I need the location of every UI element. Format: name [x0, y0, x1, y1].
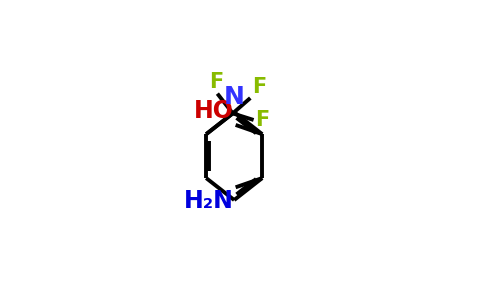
- Text: F: F: [252, 76, 266, 97]
- Text: H₂N: H₂N: [184, 189, 234, 213]
- Text: F: F: [209, 72, 223, 92]
- Text: F: F: [256, 110, 270, 130]
- Text: HO: HO: [194, 99, 234, 123]
- Text: N: N: [224, 85, 244, 109]
